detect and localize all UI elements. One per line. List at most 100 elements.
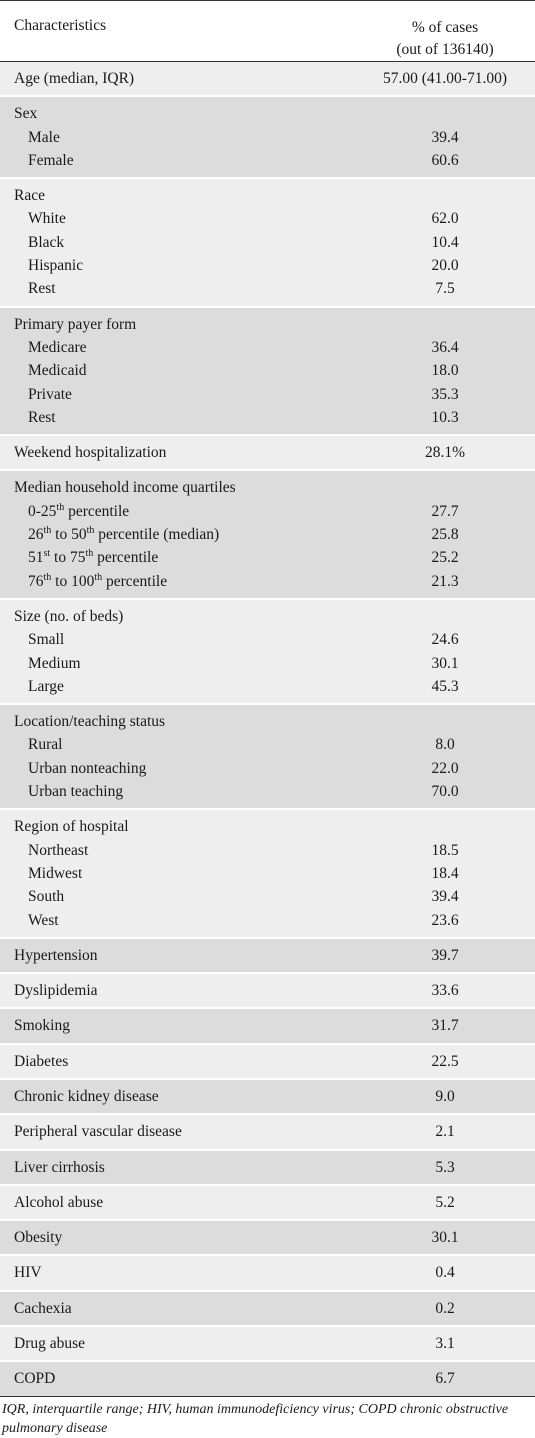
row-value: 28.1% — [424, 444, 466, 462]
group-values: 33.6 — [355, 972, 535, 1009]
row-value: 45.3 — [431, 677, 459, 695]
group-labels: Dyslipidemia — [0, 972, 355, 1009]
row-label: Male — [0, 126, 355, 149]
label-text: Medicare — [28, 338, 87, 356]
label-text: Median household income quartiles — [14, 479, 236, 497]
row-label: Large — [0, 675, 355, 698]
row-value: 18.5 — [431, 841, 459, 859]
row-value: 9.0 — [435, 1087, 455, 1105]
row-label: Rest — [0, 406, 355, 429]
table-row-group: Cachexia 0.2 — [0, 1289, 535, 1327]
group-values: 2.1 — [355, 1113, 535, 1150]
row-value: 7.5 — [435, 280, 455, 298]
group-values: 0.4 — [355, 1254, 535, 1291]
group-labels: Smoking — [0, 1007, 355, 1044]
row-value: 5.3 — [435, 1158, 455, 1176]
group-labels: Liver cirrhosis — [0, 1148, 355, 1185]
row-value — [355, 605, 535, 628]
label-text: White — [28, 210, 66, 228]
label-text: Location/teaching status — [14, 713, 166, 731]
row-value: 3.1 — [435, 1335, 455, 1353]
group-values: 0.2 — [355, 1289, 535, 1327]
label-text: Diabetes — [14, 1052, 69, 1070]
row-value: 20.0 — [431, 257, 459, 275]
group-values: 24.6 30.1 45.3 — [355, 597, 535, 705]
group-values: 5.2 — [355, 1183, 535, 1221]
group-labels: Sex Male Female — [0, 95, 355, 179]
row-value: 18.0 — [431, 362, 459, 380]
table-row-group: Liver cirrhosis 5.3 — [0, 1148, 535, 1185]
header-percent-cases: % of cases (out of 136140) — [355, 0, 535, 62]
row-label: Obesity — [0, 1226, 355, 1249]
table-row-group: Dyslipidemia 33.6 — [0, 972, 535, 1009]
group-labels: HIV — [0, 1254, 355, 1291]
row-label: Diabetes — [0, 1050, 355, 1073]
row-value: 18.4 — [431, 864, 459, 882]
row-value: 2.1 — [435, 1123, 455, 1141]
header-value-line1: % of cases — [411, 19, 479, 36]
row-label: Race — [0, 184, 355, 207]
label-text: Primary payer form — [14, 315, 137, 333]
table-row-group: Median household income quartiles 0-25th … — [0, 469, 535, 599]
label-text: percentile (median) — [94, 526, 220, 544]
group-labels: COPD — [0, 1360, 355, 1396]
row-value: 57.00 (41.00-71.00) — [383, 70, 507, 87]
label-text: COPD — [14, 1370, 56, 1388]
group-labels: Primary payer form Medicare Medicaid Privat… — [0, 305, 355, 436]
table-footnote: IQR, interquartile range; HIV, human imm… — [0, 1395, 535, 1438]
group-labels: Median household income quartiles 0-25th … — [0, 469, 355, 599]
group-values: 18.5 18.4 39.4 23.6 — [355, 808, 535, 938]
row-label: Smoking — [0, 1014, 355, 1037]
ordinal-suffix: th — [94, 571, 103, 583]
row-value: 0.2 — [435, 1299, 455, 1317]
label-text: Midwest — [28, 864, 83, 882]
table-row-group: Sex Male Female 39.4 60.6 — [0, 95, 535, 179]
label-text: percentile — [93, 549, 159, 567]
group-labels: Drug abuse — [0, 1325, 355, 1362]
header-characteristics: Characteristics — [0, 0, 355, 62]
label-text: West — [28, 911, 59, 929]
label-text: to 75 — [50, 549, 86, 567]
row-value: 25.2 — [431, 549, 459, 567]
label-text: Alcohol abuse — [14, 1193, 104, 1211]
label-text: Private — [28, 385, 72, 403]
row-label: Drug abuse — [0, 1332, 355, 1355]
label-text: Rural — [28, 736, 63, 754]
table-row-group: Hypertension 39.7 — [0, 936, 535, 974]
group-values: 22.5 — [355, 1042, 535, 1079]
row-label: Medicaid — [0, 359, 355, 382]
row-label: COPD — [0, 1367, 355, 1390]
row-value: 39.4 — [431, 128, 459, 146]
group-labels: Region of hospital Northeast Midwest South W… — [0, 808, 355, 938]
row-label: Hispanic — [0, 254, 355, 277]
label-text: Hypertension — [14, 946, 98, 964]
table-row-group: Peripheral vascular disease 2.1 — [0, 1113, 535, 1150]
group-values: 8.0 22.0 70.0 — [355, 703, 535, 810]
group-values: 3.1 — [355, 1325, 535, 1362]
row-label: Alcohol abuse — [0, 1191, 355, 1214]
table-row-group: Race White Black Hispanic Rest 62.0 10.4 20.0 7.… — [0, 177, 535, 307]
label-text: Obesity — [14, 1229, 63, 1247]
ordinal-suffix: th — [43, 525, 52, 537]
row-value — [355, 815, 535, 838]
group-values: 57.00 (41.00-71.00) — [355, 61, 535, 97]
label-text: Liver cirrhosis — [14, 1158, 105, 1176]
row-label: Location/teaching status — [0, 710, 355, 733]
label-text: Age (median, IQR) — [14, 70, 135, 87]
row-label: White — [0, 207, 355, 230]
row-label: Sex — [0, 102, 355, 125]
row-label: Black — [0, 231, 355, 254]
label-text: Race — [14, 187, 45, 205]
row-value: 39.7 — [431, 946, 459, 964]
table-row-group: Diabetes 22.5 — [0, 1042, 535, 1079]
row-label: Liver cirrhosis — [0, 1156, 355, 1179]
label-text: Medicaid — [28, 362, 87, 380]
row-label: Rural — [0, 733, 355, 756]
row-value: 10.4 — [431, 233, 459, 251]
ordinal-suffix: st — [43, 548, 51, 560]
label-text: Hispanic — [28, 257, 84, 275]
row-value: 24.6 — [431, 631, 459, 649]
row-value: 25.8 — [431, 526, 459, 544]
row-label: South — [0, 885, 355, 908]
group-values: 39.7 — [355, 936, 535, 974]
